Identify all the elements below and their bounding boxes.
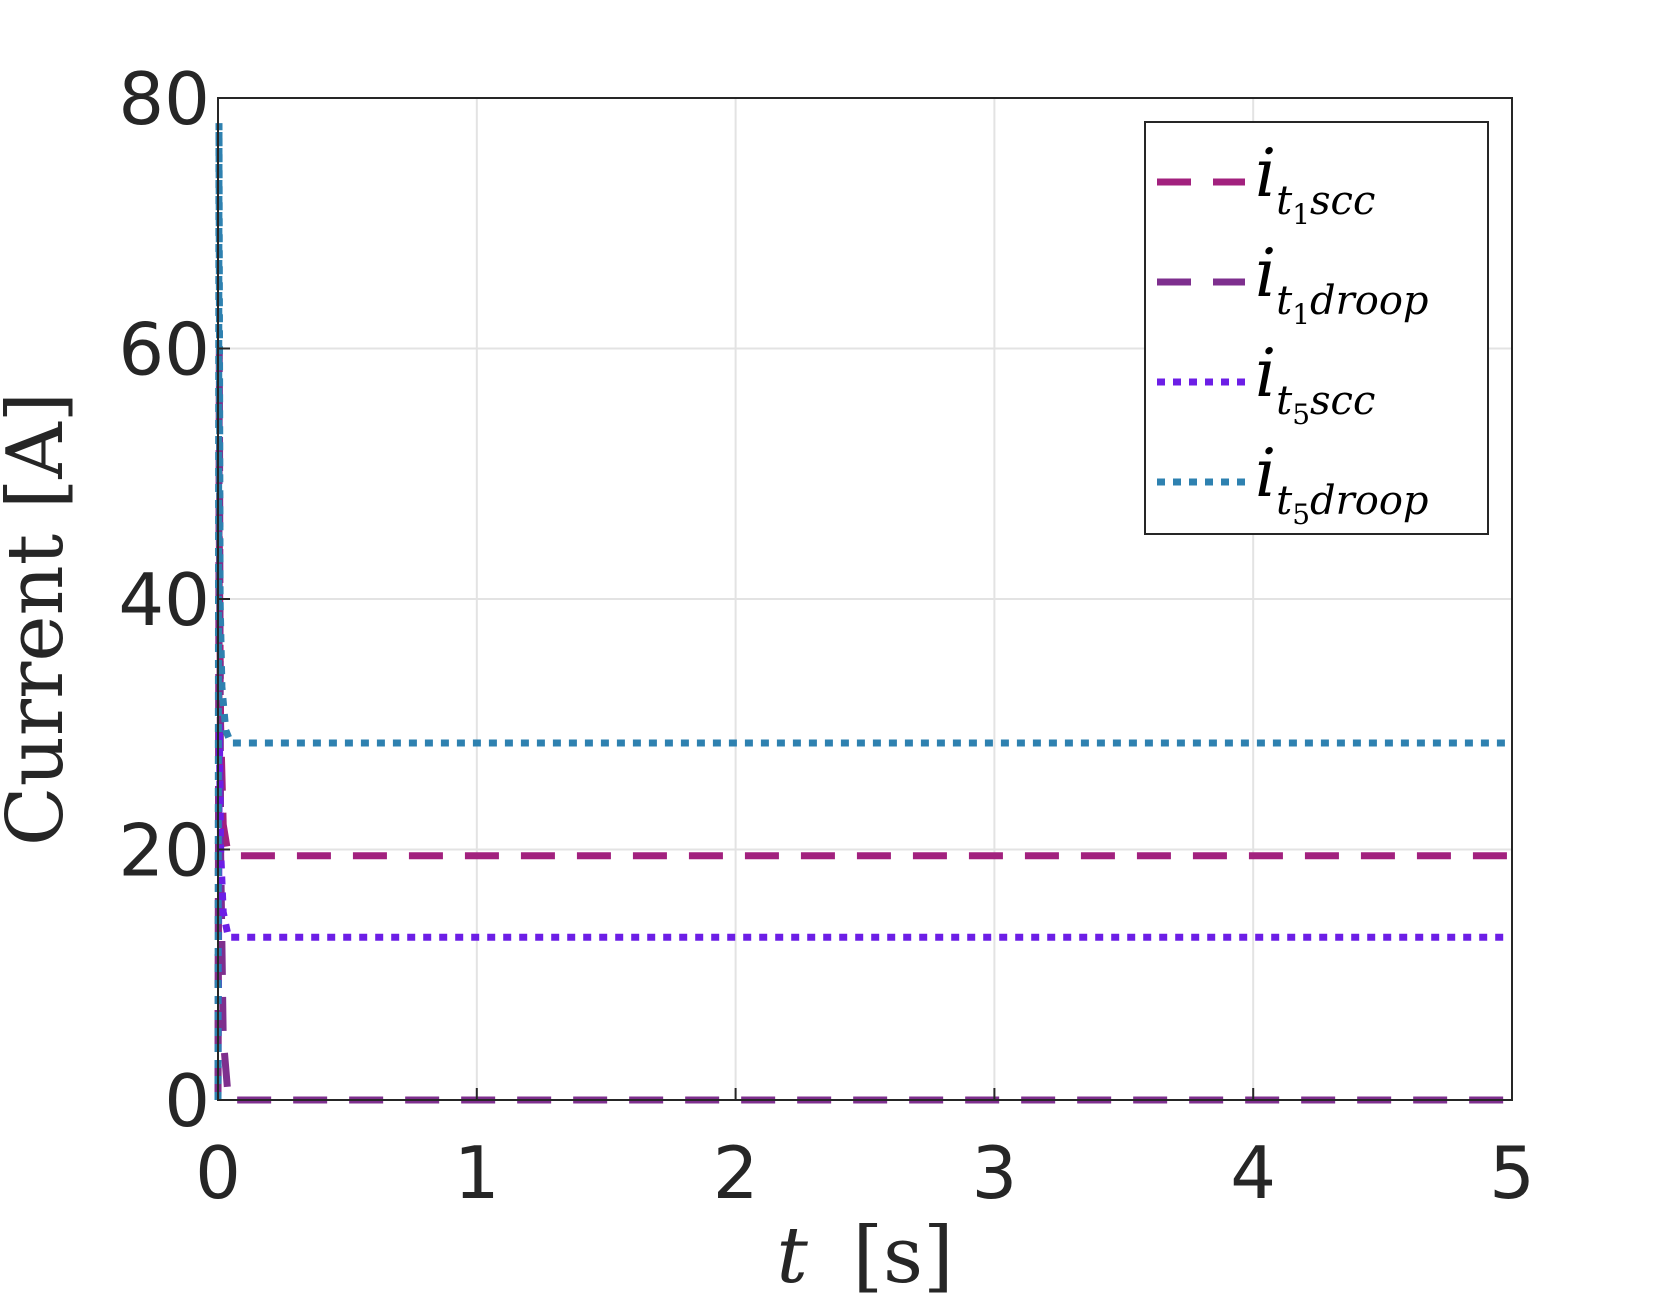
legend-label-subsub: 5 — [1292, 398, 1310, 431]
y-axis-label: Current [A] — [0, 392, 81, 846]
legend-label-tail: droop — [1310, 278, 1429, 324]
legend-label-tail: scc — [1310, 378, 1375, 424]
x-axis-label: t [s] — [776, 1211, 953, 1301]
x-axis-variable: t — [776, 1211, 808, 1301]
x-tick-label: 1 — [454, 1131, 500, 1215]
x-tick-label: 2 — [713, 1131, 759, 1215]
y-tick-label: 0 — [164, 1059, 210, 1143]
legend-label-sub: t — [1276, 478, 1293, 524]
x-tick-label: 0 — [195, 1131, 241, 1215]
legend-label-base: i — [1255, 335, 1276, 412]
y-tick-label: 20 — [118, 809, 210, 893]
tick-labels: 0 1 2 3 4 5 0 20 40 60 80 — [118, 57, 1535, 1215]
x-tick-label: 3 — [971, 1131, 1017, 1215]
y-tick-label: 40 — [118, 558, 210, 642]
legend-label-3: it5scc — [1255, 335, 1375, 431]
legend-label-subsub: 1 — [1292, 198, 1310, 231]
x-axis-unit: [s] — [853, 1211, 954, 1301]
legend-label-sub: t — [1276, 278, 1293, 324]
legend-label-tail: scc — [1310, 178, 1375, 224]
legend-label-sub: t — [1276, 178, 1293, 224]
legend-label-subsub: 1 — [1292, 298, 1310, 331]
ticks — [217, 97, 1513, 1101]
legend-label-base: i — [1255, 435, 1276, 512]
legend-box — [1144, 121, 1489, 535]
legend-label-tail: droop — [1310, 478, 1429, 524]
series-line-3 — [214, 724, 1512, 1101]
x-tick-label: 4 — [1230, 1131, 1276, 1215]
legend-label-sub: t — [1276, 378, 1293, 424]
y-tick-label: 60 — [118, 308, 210, 392]
legend-label-subsub: 5 — [1292, 498, 1310, 531]
y-tick-label: 80 — [118, 57, 210, 141]
legend-label-base: i — [1255, 135, 1276, 212]
legend-label-1: it1scc — [1255, 135, 1375, 231]
legend-label-4: it5droop — [1255, 435, 1429, 531]
legend-label-2: it1droop — [1255, 235, 1429, 331]
legend-label-base: i — [1255, 235, 1276, 312]
x-tick-label: 5 — [1489, 1131, 1535, 1215]
